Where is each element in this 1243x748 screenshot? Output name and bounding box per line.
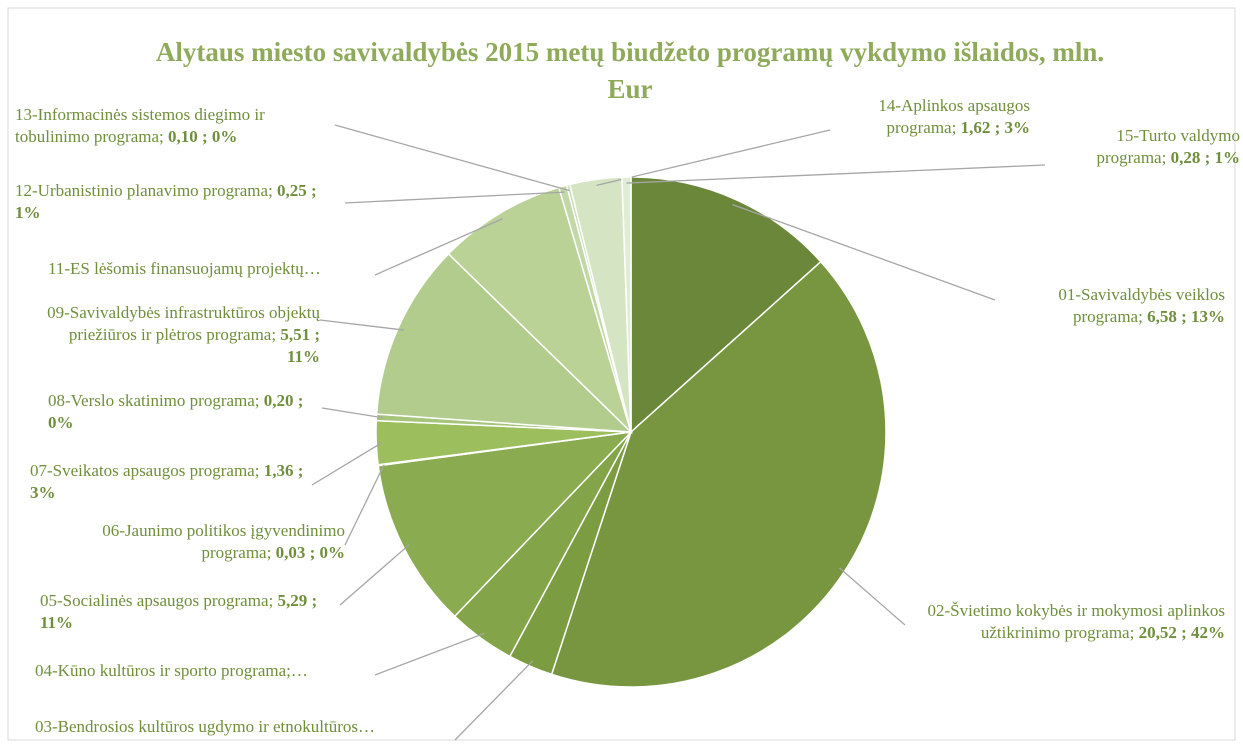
separator: ; <box>951 118 957 137</box>
percent-label: 3% <box>30 483 56 502</box>
category-label: 09-Savivaldybės infrastruktūros objektų … <box>47 303 320 344</box>
separator: ; <box>309 543 316 562</box>
pie-slice <box>630 176 822 434</box>
data-label: 15-Turto valdymo programa; 0,28 ; 1% <box>1045 125 1240 169</box>
category-label: 11-ES lėšomis finansuojamų projektų… <box>48 259 321 278</box>
pie-slice <box>621 176 632 433</box>
leader-line <box>596 129 831 187</box>
data-label: 01-Savivaldybės veiklos programa; 6,58 ;… <box>985 284 1225 328</box>
separator: ; <box>1204 148 1211 167</box>
data-label: 11-ES lėšomis finansuojamų projektų… <box>48 258 378 280</box>
percent-label: 1% <box>15 203 41 222</box>
value-label: 1,36 <box>263 461 294 480</box>
separator: ; <box>159 127 164 146</box>
category-label: 01-Savivaldybės veiklos programa <box>1058 285 1225 326</box>
separator: ; <box>311 591 318 610</box>
separator: ; <box>314 325 320 344</box>
percent-label: 11% <box>40 613 74 632</box>
category-label: 12-Urbanistinio planavimo programa <box>15 181 269 200</box>
separator: ; <box>1138 307 1143 326</box>
separator: ; <box>1129 623 1135 642</box>
percent-label: 3% <box>1004 118 1031 137</box>
percent-label: 0% <box>319 543 346 562</box>
separator: ; <box>1181 307 1187 326</box>
value-label: 0,20 <box>263 391 294 410</box>
category-label: 14-Aplinkos apsaugos programa <box>878 96 1030 137</box>
separator: ; <box>266 543 272 562</box>
data-label: 14-Aplinkos apsaugos programa; 1,62 ; 3% <box>820 95 1030 139</box>
category-label: 13-Informacinės sistemos diegimo ir tobu… <box>15 105 265 146</box>
percent-label: 0% <box>211 127 238 146</box>
category-label: 07-Sveikatos apsaugos programa <box>30 461 255 480</box>
value-label: 1,62 <box>960 118 991 137</box>
value-label: 0,03 <box>275 543 306 562</box>
leader-line <box>334 124 570 192</box>
pie-slice <box>377 430 634 618</box>
data-label: 08-Verslo skatinimo programa; 0,20 ; 0% <box>48 390 328 434</box>
separator: ; <box>254 461 260 480</box>
value-label: 20,52 <box>1138 623 1177 642</box>
category-label: 05-Socialinės apsaugos programa <box>40 591 269 610</box>
value-label: 0,25 <box>277 181 307 200</box>
separator: ; <box>1181 623 1187 642</box>
category-label: 15-Turto valdymo programa <box>1096 126 1240 167</box>
separator: ; <box>297 461 304 480</box>
data-label: 06-Jaunimo politikos įgyvendinimo progra… <box>35 520 345 564</box>
separator: ; <box>994 118 1001 137</box>
frame <box>7 7 1236 741</box>
leader-line <box>311 441 383 486</box>
percent-label: 42% <box>1191 623 1225 642</box>
leader-line <box>374 632 485 676</box>
leader-line <box>839 567 906 626</box>
data-label: 05-Socialinės apsaugos programa; 5,29 ; … <box>40 590 340 634</box>
category-label: 02-Švietimo kokybės ir mokymosi aplinkos… <box>927 601 1226 642</box>
percent-label: 0% <box>48 413 74 432</box>
leader-line <box>732 204 996 301</box>
percent-label: 13% <box>1191 307 1225 326</box>
pie-slice <box>375 252 633 433</box>
leader-line <box>344 464 385 546</box>
separator: ; <box>1161 148 1167 167</box>
chart-title: Alytaus miesto savivaldybės 2015 metų bi… <box>155 37 1105 104</box>
pie-slice <box>447 186 633 435</box>
separator: ; <box>254 391 260 410</box>
value-label: 5,29 <box>277 591 308 610</box>
percent-label: 11% <box>286 347 320 366</box>
leader-line <box>344 191 565 204</box>
separator: ; <box>268 591 274 610</box>
data-label: 13-Informacinės sistemos diegimo ir tobu… <box>15 104 340 148</box>
category-label: 06-Jaunimo politikos įgyvendinimo progra… <box>102 521 345 562</box>
category-label: 04-Kūno kultūros ir sporto programa;… <box>35 661 308 680</box>
separator: ; <box>271 325 277 344</box>
separator: ; <box>311 181 317 200</box>
value-label: 5,51 <box>280 325 311 344</box>
data-label: 02-Švietimo kokybės ir mokymosi aplinkos… <box>905 600 1226 644</box>
category-label: 03-Bendrosios kultūros ugdymo ir etnokul… <box>35 717 375 736</box>
data-label: 07-Sveikatos apsaugos programa; 1,36 ; 3… <box>30 460 320 504</box>
leader-line <box>339 544 410 606</box>
leader-line <box>454 660 534 741</box>
leader-line <box>321 407 383 419</box>
category-label: 08-Verslo skatinimo programa <box>48 391 255 410</box>
leader-line <box>374 218 503 276</box>
leader-line <box>319 319 404 331</box>
percent-label: 1% <box>1214 148 1241 167</box>
data-label: 09-Savivaldybės infrastruktūros objektų … <box>45 302 320 368</box>
value-label: 0,10 <box>168 127 198 146</box>
separator: ; <box>297 391 304 410</box>
value-label: 6,58 <box>1147 307 1177 326</box>
separator: ; <box>202 127 208 146</box>
pie-slice <box>550 260 887 688</box>
data-label: 04-Kūno kultūros ir sporto programa;… <box>35 660 380 682</box>
data-label: 03-Bendrosios kultūros ugdymo ir etnokul… <box>35 716 465 738</box>
data-label: 12-Urbanistinio planavimo programa; 0,25… <box>15 180 345 224</box>
value-label: 0,28 <box>1170 148 1201 167</box>
leader-line <box>626 164 1046 184</box>
separator: ; <box>268 181 273 200</box>
